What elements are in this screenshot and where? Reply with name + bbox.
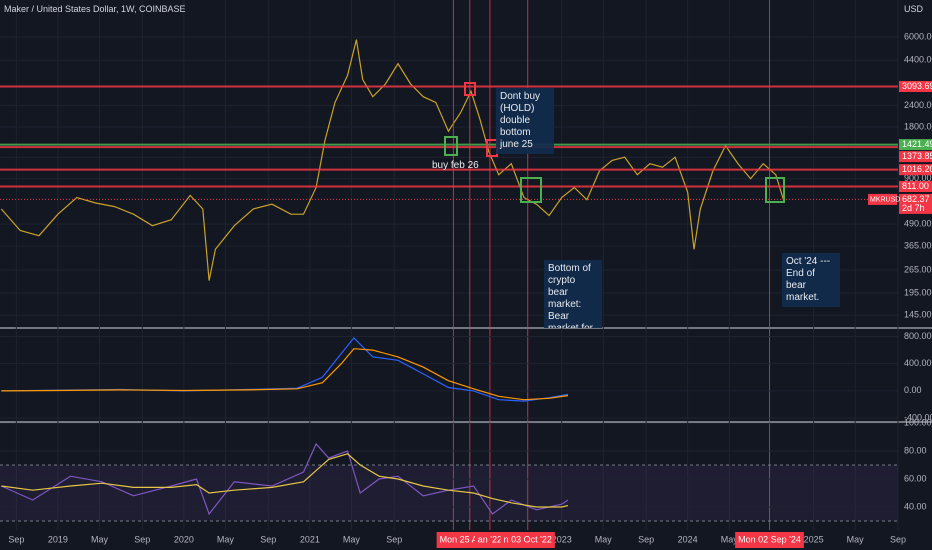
y-tick-label: 4400.00 — [904, 55, 932, 65]
x-tick-label: May — [91, 534, 109, 544]
y-tick-label: 365.00 — [904, 241, 932, 251]
x-tick-label: 2020 — [174, 534, 194, 544]
y-tick-label: 145.00 — [904, 309, 932, 319]
x-tick-label: 2025 — [804, 534, 824, 544]
annotation: buy feb 26 — [432, 160, 479, 171]
x-tick-label: May — [343, 534, 361, 544]
price-tag-label: 682.37 — [902, 194, 930, 204]
y-tick-label: 265.00 — [904, 264, 932, 274]
symbol-tag — [868, 193, 897, 205]
date-marker-label: Mon 02 Sep '24 — [738, 534, 801, 544]
price-tag-label: 1373.85 — [902, 151, 932, 161]
annotation: Dont buy (HOLD) double bottom june 25 — [496, 88, 554, 154]
y-tick-label: -400.00 — [904, 412, 932, 422]
x-tick-label: Sep — [260, 534, 276, 544]
y-tick-label: 490.00 — [904, 219, 932, 229]
price-tag-label: 1016.20 — [902, 164, 932, 174]
x-tick-label: Sep — [890, 534, 906, 544]
price-tag-label: 1421.49 — [902, 139, 932, 149]
date-marker-bg — [474, 532, 506, 548]
price-tag — [899, 81, 932, 93]
y-tick-label: 40.00 — [904, 501, 927, 511]
rsi-band — [0, 465, 898, 522]
y-tick-label: 100.00 — [904, 417, 932, 427]
x-tick-label: 2021 — [300, 534, 320, 544]
y-tick-label: 1800.00 — [904, 121, 932, 131]
x-tick-label: 2024 — [678, 534, 698, 544]
price-tag — [899, 151, 932, 163]
price-tag-label: 811.00 — [902, 181, 929, 191]
date-marker-tag: n 03 Oct '22 — [500, 532, 555, 548]
symbol-tag-label: MKRUSD — [870, 196, 900, 203]
series-line — [1, 453, 569, 508]
price-tag — [899, 164, 932, 176]
series-line — [0, 39, 784, 281]
date-marker-label: an '22 — [478, 534, 502, 544]
y-tick-label: 800.00 — [904, 331, 932, 341]
x-tick-label: Sep — [134, 534, 150, 544]
y-tick-label: 0.00 — [904, 385, 922, 395]
y-tick-label: 400.00 — [904, 358, 932, 368]
series-line — [1, 348, 569, 401]
x-tick-label: 2019 — [48, 534, 68, 544]
x-tick-label: May — [847, 534, 865, 544]
x-tick-label: May — [721, 534, 739, 544]
y-tick-label: 900.00 — [904, 173, 932, 183]
date-marker-bg — [500, 532, 555, 548]
x-tick-label: Sep — [8, 534, 24, 544]
countdown: 2d 7h — [902, 203, 925, 213]
date-marker-tag: an '22 — [474, 532, 506, 548]
trade-box — [520, 177, 542, 203]
y-tick-label: 6000.00 — [904, 31, 932, 41]
x-tick-label: Sep — [638, 534, 654, 544]
x-tick-label: Sep — [386, 534, 402, 544]
y-tick-label: 195.00 — [904, 287, 932, 297]
x-tick-label: May — [217, 534, 235, 544]
trade-box — [444, 136, 458, 156]
date-marker-bg — [735, 532, 804, 548]
trade-box — [464, 82, 476, 96]
x-tick-label: 2023 — [552, 534, 572, 544]
date-marker-label: n 03 Oct '22 — [504, 534, 552, 544]
currency: USD — [904, 4, 924, 14]
symbol-title: Maker / United States Dollar, 1W, COINBA… — [4, 4, 186, 14]
annotation: Bottom of crypto bear market: Bear marke… — [544, 260, 602, 328]
y-tick-label: 60.00 — [904, 473, 927, 483]
date-marker-tag: Mon 02 Sep '24 — [735, 532, 804, 548]
price-tag — [899, 181, 932, 193]
x-tick-label: May — [595, 534, 613, 544]
price-tag-label: 3093.69 — [902, 81, 932, 91]
annotation: Oct '24 --- End of bear market. — [782, 253, 840, 307]
y-tick-label: 2400.00 — [904, 100, 932, 110]
series-line — [1, 442, 569, 516]
price-tag — [899, 193, 932, 214]
y-tick-label: 80.00 — [904, 445, 927, 455]
date-marker-label: Mon 25 Apr '22 — [440, 534, 500, 544]
price-tag — [899, 139, 932, 151]
trade-box — [765, 177, 785, 203]
